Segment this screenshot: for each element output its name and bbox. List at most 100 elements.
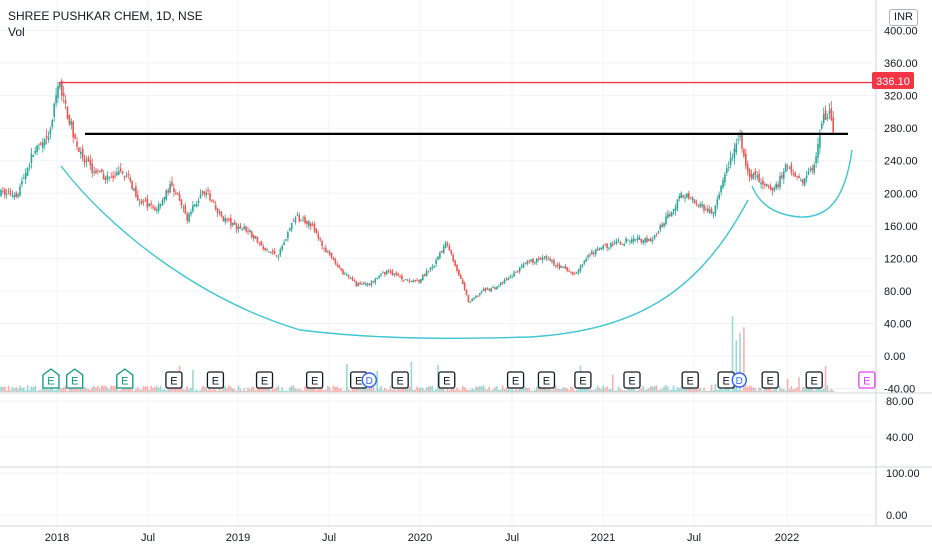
chart-grid (0, 0, 876, 525)
volume-bar (399, 389, 401, 392)
candle-body (222, 216, 225, 221)
volume-bar (207, 390, 209, 392)
candle-body (636, 237, 639, 240)
volume-bar (555, 385, 557, 392)
volume-bar (254, 390, 257, 392)
volume-bar (321, 387, 323, 392)
candle-body (581, 264, 584, 266)
volume-bar (224, 385, 226, 392)
candle-body (821, 123, 823, 129)
candle-body (558, 264, 561, 269)
candle-body (397, 273, 399, 276)
volume-bar (726, 387, 728, 392)
candle-body (401, 275, 403, 280)
volume-bar (135, 388, 137, 392)
candle-body (232, 223, 234, 226)
candle-body (556, 264, 559, 266)
volume-bar (651, 386, 654, 392)
candle-body (564, 265, 567, 269)
candle-body (754, 171, 757, 175)
volume-bar (327, 386, 329, 392)
candle-body (235, 224, 238, 230)
volume-bar (634, 390, 637, 392)
candle-body (176, 193, 179, 195)
candle-body (574, 273, 576, 275)
candle-body (653, 235, 656, 239)
volume-bar (271, 386, 274, 392)
candle-body (515, 271, 517, 273)
volume-bar (638, 389, 641, 392)
volume-bar (431, 385, 434, 392)
volume-bar (270, 390, 272, 392)
candle-body (61, 80, 63, 96)
volume-label[interactable]: Vol (8, 25, 25, 39)
candle-body (716, 199, 719, 205)
candle-body (513, 272, 515, 277)
volume-bar (484, 389, 487, 392)
candle-body (64, 100, 67, 104)
candle-body (414, 279, 416, 282)
currency-badge[interactable]: INR (889, 9, 918, 26)
candle-body (600, 247, 603, 250)
candle-body (832, 117, 834, 133)
candle-body (824, 110, 827, 120)
candle-body (549, 258, 551, 261)
candle-body (245, 226, 247, 232)
volume-bar (157, 387, 160, 392)
candle-body (368, 284, 371, 285)
candle-body (669, 214, 671, 216)
candle-body (589, 254, 591, 256)
volume-bar (21, 387, 23, 392)
candle-body (773, 188, 776, 190)
candle-body (327, 251, 329, 253)
candle-body (528, 260, 530, 262)
candle-body (416, 279, 418, 281)
volume-bar (703, 387, 705, 392)
candle-body (758, 173, 760, 183)
candle-body (300, 219, 302, 221)
volume-bar (724, 386, 726, 392)
candle-body (355, 281, 358, 287)
candle-body (764, 184, 766, 186)
volume-bar (40, 389, 42, 392)
symbol-title[interactable]: SHREE PUSHKAR CHEM, 1D, NSE (8, 9, 203, 23)
volume-bar (245, 390, 247, 392)
earnings-letter: E (811, 376, 818, 388)
volume-bar (131, 388, 133, 392)
candle-body (479, 293, 481, 296)
volume-bar (688, 387, 690, 392)
time-tick-label: Jul (687, 532, 701, 544)
volume-bar (108, 389, 111, 392)
candle-body (178, 194, 181, 201)
candle-body (317, 233, 320, 239)
volume-bar (741, 390, 743, 392)
volume-bar (42, 388, 44, 392)
earnings-letter: E (687, 376, 694, 388)
volume-bar (230, 386, 232, 392)
candle-body (762, 180, 764, 185)
candle-body (393, 273, 396, 275)
candle-body (104, 177, 107, 181)
price-tick-label: 40.00 (884, 318, 912, 330)
candle-body (258, 242, 261, 244)
candle-body (266, 249, 268, 251)
volume-bar (19, 385, 21, 392)
volume-bar (70, 386, 73, 392)
candle-body (66, 106, 69, 119)
volume-bar (323, 390, 325, 392)
volume-bar (222, 387, 225, 392)
volume-bar (47, 389, 50, 392)
candle-body (631, 239, 633, 243)
candle-body (422, 275, 424, 281)
candle-body (494, 287, 496, 289)
volume-bar (456, 387, 458, 392)
earnings-marker (255, 371, 274, 389)
volume-bar (667, 386, 669, 392)
volume-bar (232, 388, 234, 392)
candle-body (163, 196, 166, 201)
volume-bar (515, 386, 517, 392)
volume-bar (636, 390, 639, 392)
candle-body (233, 221, 236, 226)
candle-body (610, 243, 612, 248)
